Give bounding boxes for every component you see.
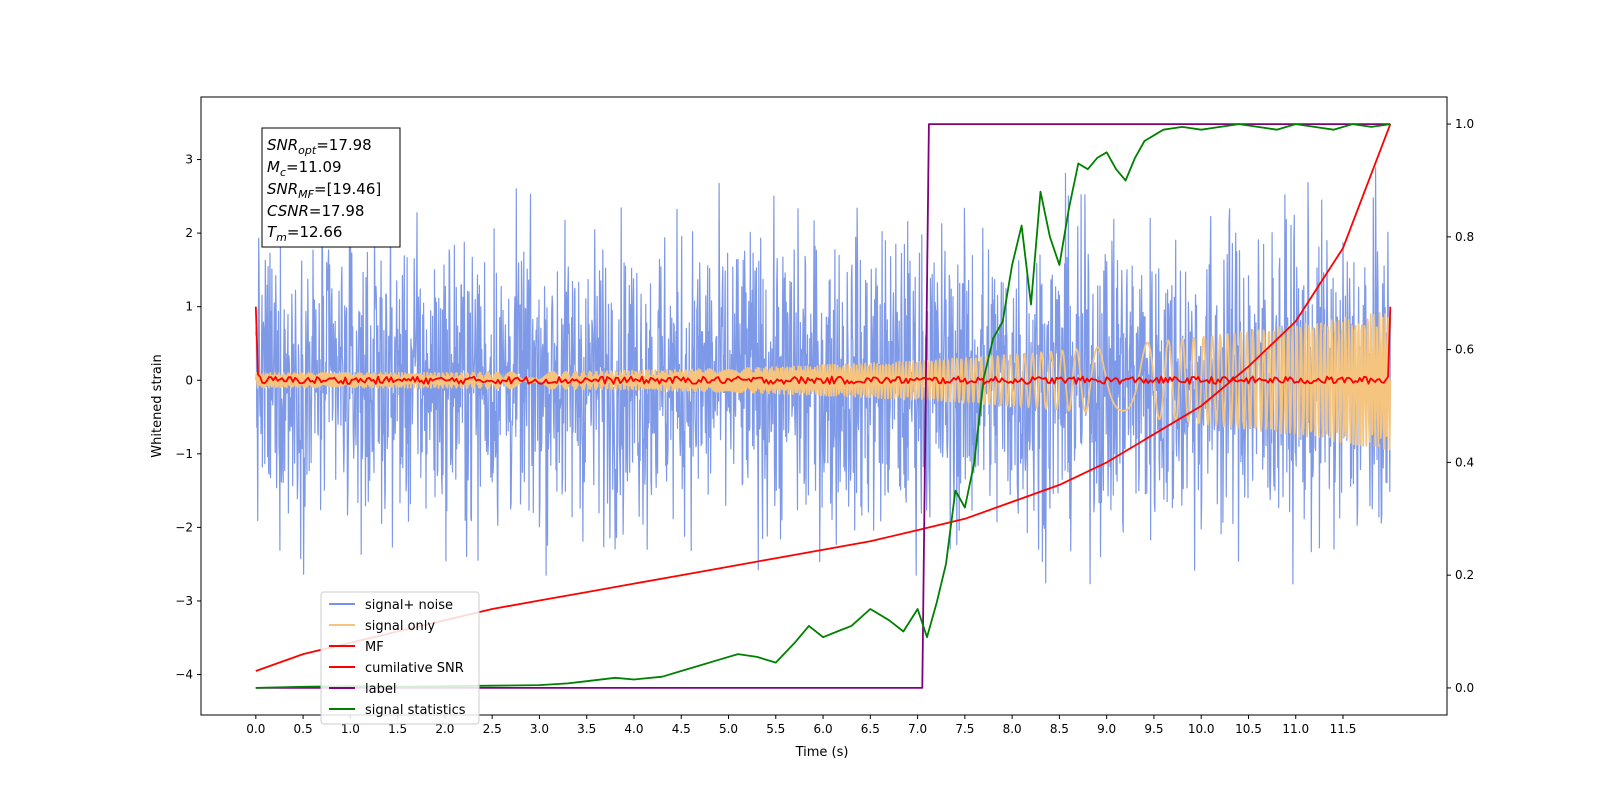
y2-tick-label: 0.2: [1455, 568, 1474, 582]
x-tick-label: 9.0: [1097, 722, 1116, 736]
y-tick-label: 2: [185, 226, 193, 240]
annotation-snr-opt: SNRopt=17.98: [267, 136, 372, 157]
x-tick-label: 6.0: [814, 722, 833, 736]
annotation-box: SNRopt=17.98 Mc=11.09 SNRMF=[19.46] CSNR…: [261, 127, 401, 248]
y2-axis: 1.0 0.8 0.6 0.4 0.2 0.0: [1447, 117, 1474, 695]
y-tick-label: −1: [175, 447, 193, 461]
y2-tick-label: 0.8: [1455, 230, 1474, 244]
series-line-label: [255, 123, 1391, 689]
x-axis-label: Time (s): [795, 745, 849, 760]
y2-tick-label: 0.6: [1455, 343, 1474, 357]
annotation-mc: Mc=11.09: [267, 158, 342, 179]
y-tick-label: 0: [185, 373, 193, 387]
x-axis: 0.0 0.5 1.0 1.5 2.0 2.5 3.0 3.5 4.0 4.5 5.0 5.5 6.0 6…: [246, 715, 1356, 736]
plot-frame: [200, 96, 1448, 716]
y-tick-label: −2: [175, 520, 193, 534]
x-tick-label: 7.5: [955, 722, 974, 736]
x-tick-label: 4.0: [624, 722, 643, 736]
legend-label-signal-statistics: signal statistics: [365, 703, 466, 718]
legend: signal+ noise signal only MF cumilative SNR…: [320, 591, 480, 725]
x-tick-label: 8.0: [1003, 722, 1022, 736]
x-tick-label: 10.5: [1235, 722, 1262, 736]
x-tick-label: 11.5: [1330, 722, 1357, 736]
series-line-signal-noise: [255, 167, 1391, 585]
x-tick-label: 2.0: [435, 722, 454, 736]
annotation-tm: Tm=12.66: [267, 223, 342, 244]
y2-tick-label: 1.0: [1455, 117, 1474, 131]
legend-label-cumilative-snr: cumilative SNR: [365, 661, 464, 676]
y-tick-label: 1: [185, 300, 193, 314]
x-tick-label: 4.5: [672, 722, 691, 736]
x-tick-label: 1.0: [341, 722, 360, 736]
x-tick-label: 1.5: [388, 722, 407, 736]
x-tick-label: 3.5: [577, 722, 596, 736]
x-tick-label: 7.0: [908, 722, 927, 736]
y-tick-label: 3: [185, 153, 193, 167]
legend-label-label: label: [365, 682, 396, 697]
x-tick-label: 0.5: [294, 722, 313, 736]
annotation-csnr: CSNR=17.98: [267, 202, 364, 220]
series-line-signal-statistics: [255, 123, 1391, 689]
series-line-mf: [254, 306, 1392, 385]
y-tick-label: −4: [175, 668, 193, 682]
x-tick-label: 10.0: [1188, 722, 1215, 736]
legend-label-signal-only: signal only: [365, 619, 435, 634]
x-tick-label: 6.5: [861, 722, 880, 736]
x-tick-label: 2.5: [483, 722, 502, 736]
y2-tick-label: 0.4: [1455, 455, 1474, 469]
x-tick-label: 5.5: [766, 722, 785, 736]
x-tick-label: 3.0: [530, 722, 549, 736]
y-axis: 3 2 1 0 −1 −2 −3 −4: [175, 153, 201, 682]
y-axis-label: Whitened strain: [150, 354, 165, 457]
y-tick-label: −3: [175, 594, 193, 608]
legend-label-signal-noise: signal+ noise: [365, 598, 453, 613]
annotation-snr-mf: SNRMF=[19.46]: [267, 180, 381, 201]
x-tick-label: 5.0: [719, 722, 738, 736]
y2-tick-label: 0.0: [1455, 681, 1474, 695]
x-tick-label: 0.0: [246, 722, 265, 736]
x-tick-label: 11.0: [1282, 722, 1309, 736]
x-tick-label: 9.5: [1144, 722, 1163, 736]
legend-label-mf: MF: [365, 640, 384, 655]
x-tick-label: 8.5: [1050, 722, 1069, 736]
